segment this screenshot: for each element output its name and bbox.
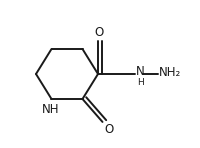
Text: NH: NH [42, 103, 59, 116]
Text: O: O [105, 123, 114, 136]
Text: NH₂: NH₂ [159, 66, 181, 79]
Text: O: O [94, 26, 104, 39]
Text: N: N [136, 65, 145, 78]
Text: H: H [137, 78, 144, 87]
